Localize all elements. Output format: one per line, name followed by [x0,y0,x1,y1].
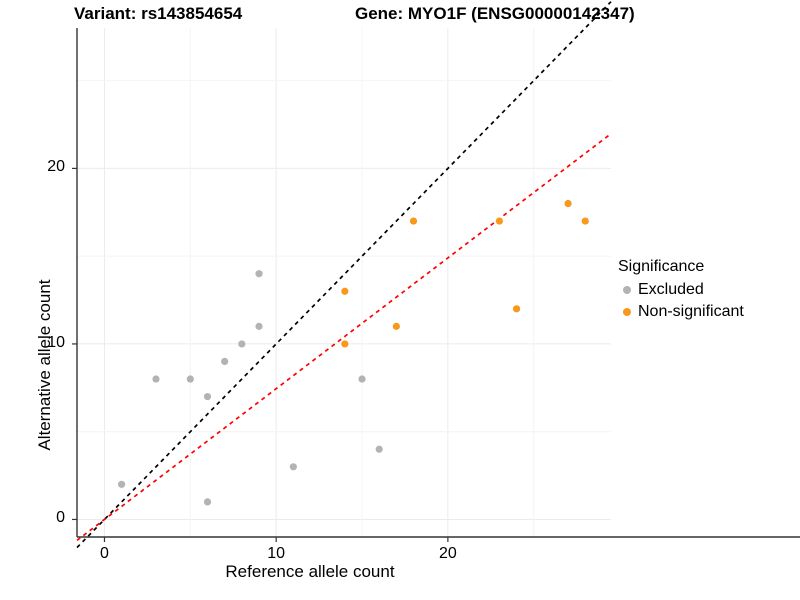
x-axis-label: Reference allele count [225,562,395,581]
legend-swatch-icon [618,286,636,294]
legend-item-non-significant[interactable]: Non-significant [618,301,798,323]
legend: Significance Excluded Non-significant [618,258,798,323]
data-point-non-significant [495,217,503,225]
data-point-non-significant [392,322,400,330]
data-point-excluded [255,270,263,278]
data-point-excluded [358,375,366,383]
data-point-non-significant [341,287,349,295]
y-tick-label: 20 [47,158,65,176]
legend-dot-icon [623,286,631,294]
data-point-non-significant [581,217,589,225]
legend-swatch-icon [618,308,636,316]
legend-dot-icon [623,308,631,316]
data-point-non-significant [564,199,572,208]
data-point-non-significant [512,305,521,313]
data-point-excluded [186,375,194,383]
data-point-excluded [118,480,126,488]
x-tick-label: 0 [100,545,109,562]
x-tick-label: 20 [438,545,457,562]
data-point-excluded [289,463,297,471]
tick-marks [72,167,449,542]
data-point-non-significant [341,340,349,348]
data-point-excluded [375,445,383,453]
variant-title: Variant: rs143854654 [74,4,243,23]
data-point-excluded [203,392,212,401]
data-point-excluded [255,322,263,330]
legend-items: Excluded Non-significant [618,279,798,323]
gridlines [77,28,611,537]
data-points [118,199,589,506]
data-point-excluded [221,357,229,366]
data-point-excluded [203,498,212,506]
y-axis-label: Alternative allele count [35,279,54,451]
legend-title: Significance [618,258,705,275]
gene-title: Gene: MYO1F (ENSG00000142347) [355,4,635,23]
y-tick-label: 10 [47,333,65,351]
x-tick-label: 10 [267,545,286,562]
data-point-non-significant [409,217,418,225]
panel-axes [76,28,800,538]
legend-item-label: Non-significant [638,303,744,320]
data-point-excluded [152,375,160,383]
y-tick-label: 0 [56,509,65,527]
legend-item-label: Excluded [638,281,704,298]
legend-item-excluded[interactable]: Excluded [618,279,798,301]
reference-lines [76,1,612,549]
data-point-excluded [238,340,246,348]
